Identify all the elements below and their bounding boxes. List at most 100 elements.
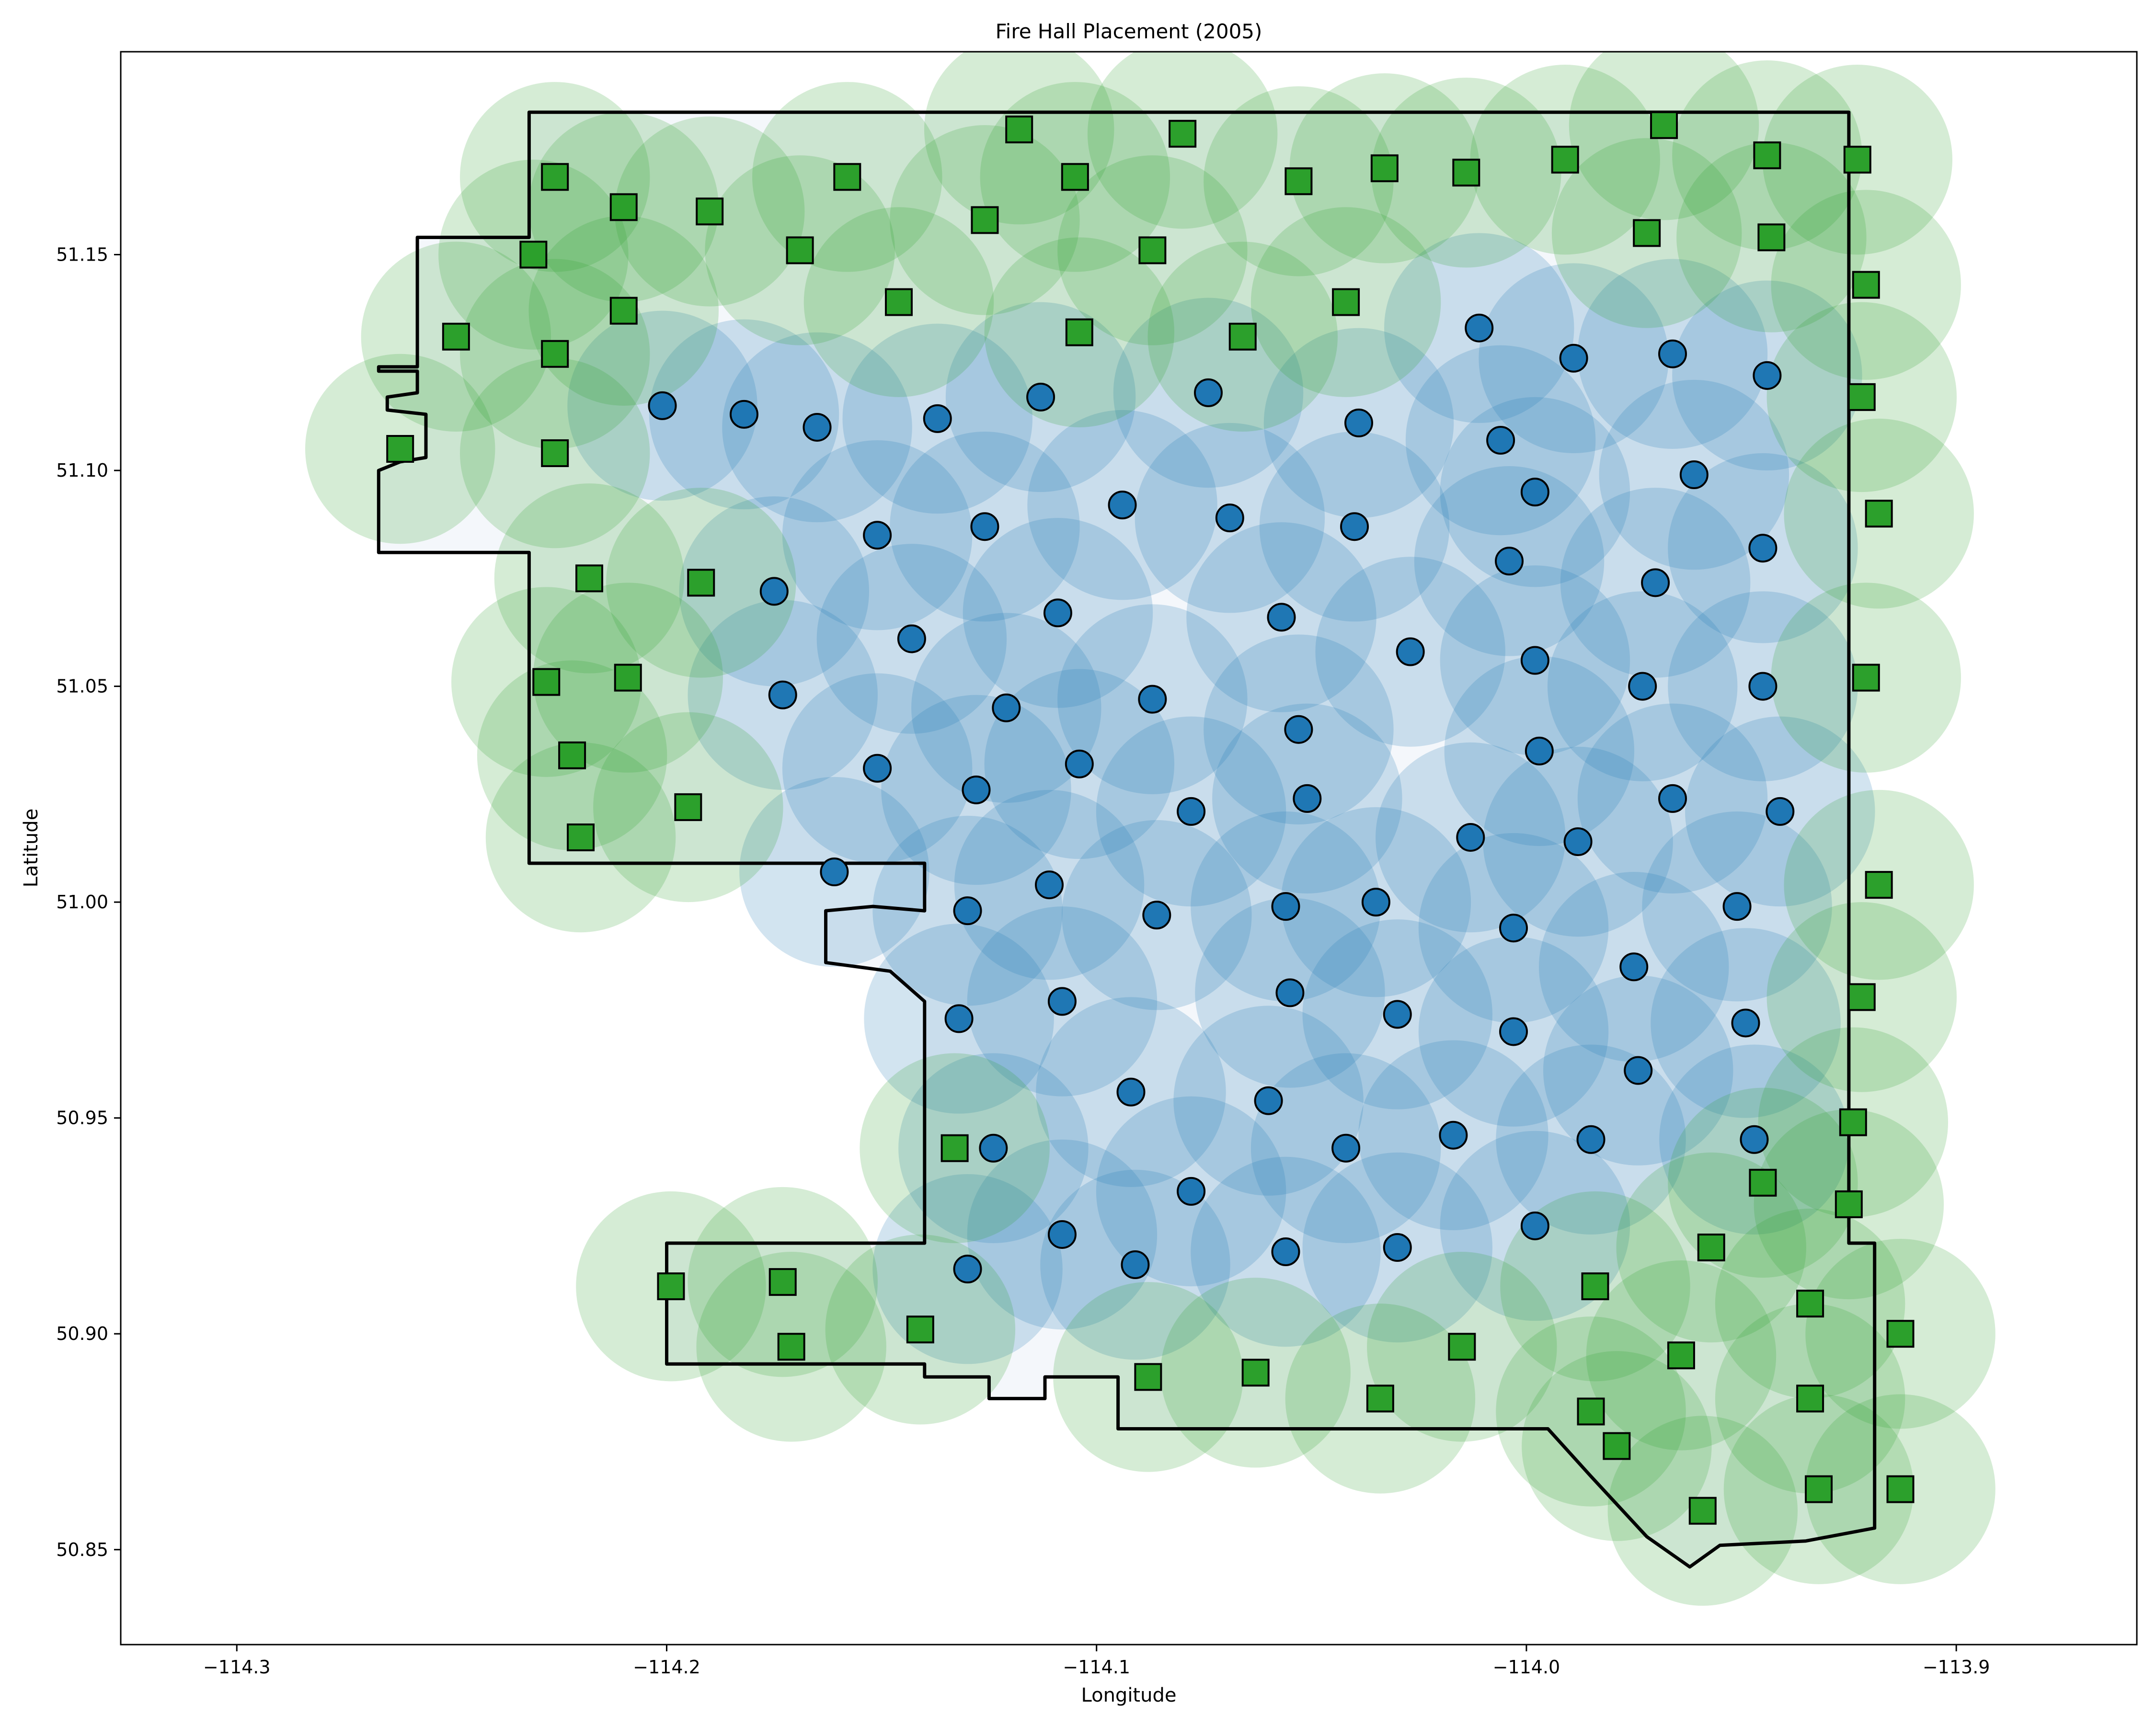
edge-station-28	[386, 435, 414, 463]
interior-station-48	[1271, 892, 1300, 921]
edge-station-22	[609, 297, 638, 325]
edge-station-18	[1633, 219, 1661, 247]
edge-station-43	[940, 1134, 969, 1162]
interior-station-14	[1344, 408, 1374, 437]
edge-station-30	[1847, 383, 1876, 411]
edge-station-26	[1332, 288, 1360, 316]
interior-station-2	[803, 412, 832, 442]
edge-station-59	[1577, 1397, 1605, 1426]
edge-station-21	[541, 340, 569, 368]
interior-station-6	[1465, 313, 1494, 343]
edge-station-54	[1581, 1272, 1609, 1301]
interior-station-17	[1679, 460, 1709, 490]
edge-station-44	[1749, 1168, 1777, 1197]
interior-station-31	[1520, 646, 1549, 675]
edge-station-2	[696, 197, 724, 226]
edge-station-45	[1835, 1190, 1863, 1218]
interior-station-40	[1525, 736, 1554, 766]
interior-station-30	[1396, 637, 1425, 666]
interior-station-18	[759, 577, 789, 606]
x-tick-label-3: −114.0	[1493, 1657, 1560, 1678]
interior-station-15	[1486, 425, 1515, 455]
interior-station-53	[1047, 987, 1077, 1016]
edge-station-63	[1805, 1475, 1833, 1503]
edge-station-52	[1366, 1384, 1394, 1413]
interior-station-36	[1065, 749, 1094, 778]
edge-station-6	[1061, 163, 1089, 191]
interior-station-32	[1628, 672, 1657, 701]
interior-station-5	[1193, 378, 1223, 407]
x-tick-label-0: −114.3	[203, 1657, 271, 1678]
interior-station-41	[1563, 827, 1593, 856]
interior-station-73	[1520, 1211, 1549, 1240]
interior-station-3	[923, 404, 952, 433]
y-tick-label-3: 51.00	[56, 892, 108, 913]
edge-station-39	[674, 793, 702, 821]
edge-station-23	[884, 288, 913, 316]
city-boundary	[377, 110, 1877, 1569]
interior-station-26	[768, 680, 797, 709]
interior-station-20	[1043, 598, 1072, 628]
interior-station-0	[648, 391, 677, 420]
edge-station-27	[1852, 271, 1880, 299]
interior-station-35	[962, 775, 991, 804]
edge-station-55	[1697, 1234, 1725, 1262]
interior-station-27	[992, 693, 1021, 722]
interior-station-8	[1658, 339, 1687, 368]
edge-station-10	[1551, 146, 1579, 174]
edge-station-5	[1169, 120, 1197, 148]
edge-station-12	[1753, 141, 1781, 170]
edge-station-15	[786, 236, 814, 264]
edge-station-17	[1138, 236, 1167, 264]
interior-station-62	[1439, 1121, 1468, 1150]
interior-station-23	[1495, 547, 1524, 576]
chart-title: Fire Hall Placement (2005)	[996, 20, 1262, 43]
edge-station-50	[1134, 1363, 1162, 1391]
edge-station-40	[1865, 871, 1893, 899]
edge-station-34	[532, 668, 561, 696]
interior-station-68	[953, 1255, 982, 1284]
interior-station-56	[1499, 1017, 1528, 1046]
y-tick-label-1: 50.90	[56, 1323, 108, 1344]
interior-station-1	[729, 400, 758, 429]
edge-station-36	[1852, 663, 1880, 692]
interior-station-4	[1026, 382, 1055, 412]
y-tick-label-2: 50.95	[56, 1108, 108, 1129]
city-area	[378, 112, 1875, 1567]
interior-station-67	[1177, 1177, 1206, 1206]
interior-station-11	[970, 512, 999, 541]
interior-station-9	[1753, 361, 1782, 390]
edge-station-64	[1886, 1475, 1915, 1503]
edge-station-49	[906, 1315, 934, 1344]
interior-station-59	[1116, 1077, 1146, 1107]
edge-station-33	[687, 569, 715, 597]
interior-station-34	[863, 754, 892, 783]
edge-station-60	[1603, 1432, 1631, 1460]
edge-station-25	[1228, 322, 1257, 351]
plot-frame	[120, 51, 2138, 1646]
edge-station-56	[1796, 1290, 1824, 1318]
interior-station-58	[1731, 1008, 1760, 1038]
interior-station-44	[820, 858, 849, 887]
x-tick-label-1: −114.2	[633, 1657, 700, 1678]
interior-station-38	[1293, 784, 1322, 813]
interior-station-51	[1722, 892, 1752, 921]
interior-station-22	[1340, 512, 1369, 541]
interior-station-16	[1520, 478, 1549, 507]
y-tick-label-6: 51.15	[56, 244, 108, 265]
edge-station-29	[541, 439, 569, 468]
interior-station-54	[1275, 978, 1305, 1007]
interior-station-57	[1619, 952, 1649, 982]
interior-station-49	[1361, 888, 1390, 917]
edge-station-0	[541, 163, 569, 191]
interior-station-61	[1331, 1133, 1361, 1163]
edge-station-14	[519, 240, 548, 269]
edge-station-31	[1865, 500, 1893, 528]
edge-station-11	[1650, 111, 1678, 139]
edge-station-41	[1847, 983, 1876, 1011]
edge-station-9	[1452, 159, 1480, 187]
interior-station-13	[1215, 503, 1244, 533]
edge-station-58	[1667, 1341, 1695, 1370]
edge-station-4	[1005, 115, 1033, 144]
